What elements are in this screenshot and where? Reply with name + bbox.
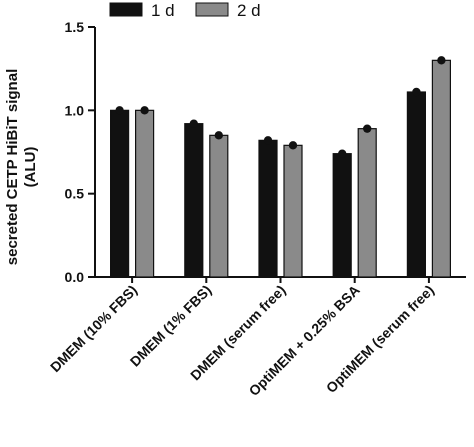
bar-2d — [209, 134, 229, 278]
legend-swatch-1d — [109, 2, 143, 17]
bar-2d — [135, 109, 155, 278]
data-point — [189, 119, 198, 128]
legend-label-2d: 2 d — [237, 1, 261, 20]
legend-swatch-2d — [195, 2, 229, 17]
bar-2d — [431, 59, 451, 278]
y-axis-title: secreted CETP HiBiT signal (ALU) — [4, 69, 39, 265]
data-point — [115, 106, 124, 115]
y-tick-label: 0.0 — [65, 269, 85, 285]
data-point — [214, 131, 223, 140]
x-tick-label: DMEM (1% FBS) — [127, 282, 215, 370]
y-axis-title-line-1: secreted CETP HiBiT signal — [4, 69, 21, 265]
y-axis-title-line-2: (ALU) — [22, 147, 39, 188]
bar-1d — [332, 153, 352, 278]
y-tick-label: 1.0 — [65, 102, 85, 118]
data-point — [437, 56, 446, 65]
x-tick-label: DMEM (10% FBS) — [47, 282, 140, 375]
data-point — [140, 106, 149, 115]
bars-group — [109, 56, 451, 278]
bar-2d — [357, 128, 377, 278]
y-tick-label: 0.5 — [65, 186, 85, 202]
data-point — [338, 149, 347, 158]
legend: 1 d 2 d — [109, 1, 261, 20]
bar-2d — [283, 144, 303, 278]
data-point — [412, 87, 421, 97]
data-point — [363, 124, 372, 133]
y-tick-label: 1.5 — [65, 19, 85, 35]
bar-1d — [109, 109, 130, 278]
y-axis: 0.0 0.5 1.0 1.5 — [65, 19, 96, 285]
x-axis: DMEM (10% FBS)DMEM (1% FBS)DMEM (serum f… — [47, 276, 466, 399]
bar-1d — [184, 123, 204, 278]
bar-1d — [258, 139, 278, 278]
legend-label-1d: 1 d — [151, 1, 175, 20]
bar-1d — [406, 91, 426, 278]
data-point — [288, 141, 298, 150]
data-point — [263, 136, 273, 145]
